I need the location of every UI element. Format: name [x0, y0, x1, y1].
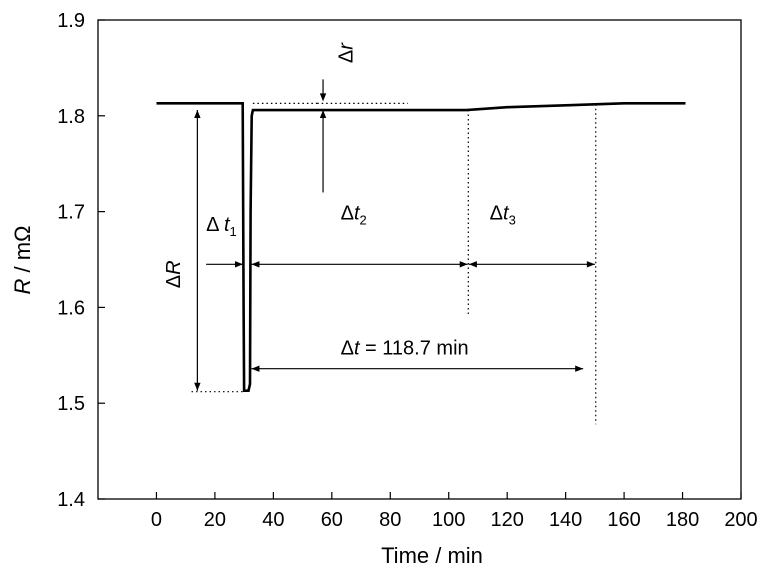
x-tick-label: 40	[262, 509, 284, 531]
x-tick-label: 180	[666, 509, 699, 531]
annotation-delta-t3-delta: Δ	[490, 202, 503, 224]
ticks: 0 20 40 60 80 100 120 140 160 180 200 1.4 1.5 1.6 1.7 1…	[57, 10, 758, 531]
x-tick-label: 200	[724, 509, 757, 531]
annotation-delta-t3-var: t	[503, 202, 510, 224]
arrow-head	[586, 261, 595, 268]
annotation-delta-t1-delta: Δ	[206, 214, 224, 236]
arrow-head	[194, 382, 201, 391]
x-tick-label: 100	[432, 509, 465, 531]
x-axis-label: Time / min	[381, 543, 483, 568]
annotation-delta-r: Δr	[335, 42, 357, 63]
annotation-arrows	[194, 79, 595, 391]
y-tick-label: 1.4	[57, 489, 85, 511]
annotation-delta-t2: Δt2	[341, 202, 367, 227]
plot-frame	[97, 19, 742, 500]
x-tick-label: 120	[490, 509, 523, 531]
annotation-delta-r-var: r	[335, 42, 357, 50]
x-tick-label: 60	[321, 509, 343, 531]
guide-lines	[191, 102, 597, 425]
arrow-head	[194, 110, 201, 119]
arrow-head	[234, 261, 243, 268]
annotation-delta-t2-var: t	[354, 202, 361, 224]
arrow-head	[251, 261, 260, 268]
annotation-delta-t2-sub: 2	[360, 212, 367, 227]
annotation-delta-t1: Δ t1	[206, 214, 237, 239]
arrow-head	[319, 93, 327, 102]
annotation-delta-t1-var: t	[224, 214, 231, 236]
x-tick-label: 20	[204, 509, 226, 531]
series-line	[156, 102, 686, 392]
y-tick-label: 1.7	[57, 202, 85, 224]
annotation-delta-t-total: Δt = 118.7 min	[341, 337, 469, 359]
annotation-delta-t2-delta: Δ	[341, 202, 354, 224]
annotation-delta-t3: Δt3	[490, 202, 516, 227]
x-tick-label: 0	[151, 509, 162, 531]
annotation-delta-t-total-var: t	[354, 337, 361, 359]
y-tick-label: 1.6	[57, 297, 85, 319]
arrow-head	[459, 261, 468, 268]
annotation-delta-R-delta: Δ	[163, 275, 185, 288]
annotation-delta-t-total-value: = 118.7 min	[360, 337, 469, 359]
annotation-delta-t1-sub: 1	[230, 224, 237, 239]
arrow-head	[575, 365, 584, 372]
y-tick-label: 1.9	[57, 10, 85, 32]
x-tick-label: 140	[549, 509, 582, 531]
annotation-delta-t3-sub: 3	[509, 212, 516, 227]
y-axis-label: R / mΩ	[10, 226, 35, 295]
annotation-delta-R-var: R	[163, 260, 185, 274]
y-tick-label: 1.8	[57, 106, 85, 128]
arrow-head	[468, 261, 477, 268]
arrow-head	[319, 110, 327, 119]
x-tick-label: 160	[607, 509, 640, 531]
arrow-head	[251, 365, 260, 372]
x-tick-label: 80	[379, 509, 401, 531]
annotation-delta-R: ΔR	[163, 260, 185, 288]
annotation-delta-r-delta: Δ	[335, 50, 357, 63]
y-axis-label-unit: / mΩ	[10, 226, 35, 279]
y-tick-label: 1.5	[57, 393, 85, 415]
y-axis-label-var: R	[10, 279, 35, 295]
annotation-delta-t-total-delta: Δ	[341, 337, 354, 359]
